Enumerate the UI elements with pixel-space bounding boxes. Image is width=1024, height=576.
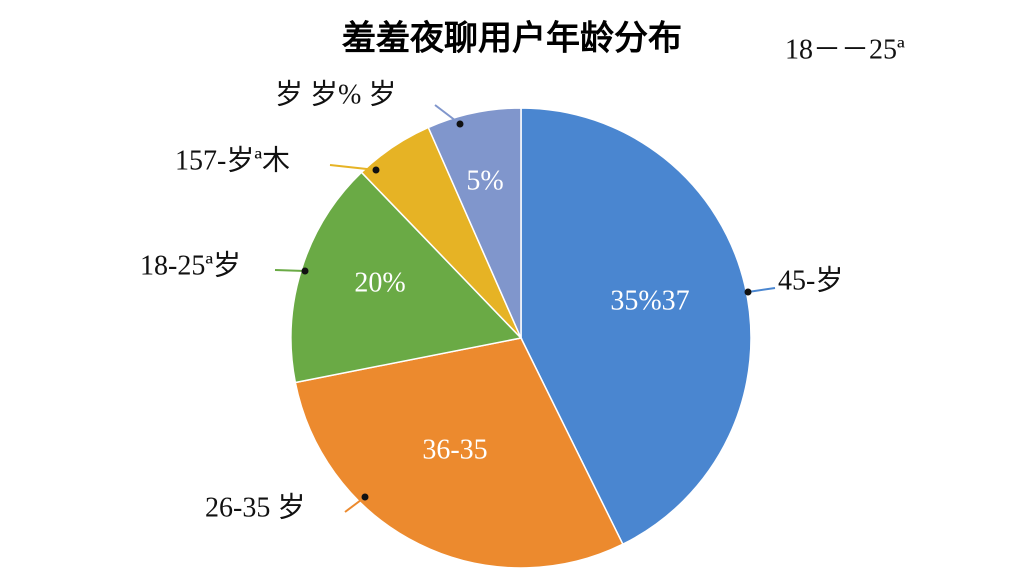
- slice-text: 20%: [354, 267, 405, 298]
- leader-dot: [372, 166, 380, 174]
- slice-text: 36-35: [422, 434, 487, 465]
- leader-line: [329, 164, 377, 171]
- pie-slice: [294, 337, 624, 569]
- leader-line: [747, 287, 776, 293]
- slice-label: 157-岁ª木: [175, 144, 290, 176]
- pie-slice: [290, 171, 523, 384]
- pie-slice: [427, 107, 522, 339]
- slice-label: 岁 岁% 岁: [275, 78, 396, 110]
- leader-dot: [301, 267, 309, 275]
- pie-slice: [520, 107, 752, 546]
- slice-text: 35%37: [610, 285, 689, 316]
- slice-label: 26-35 岁: [205, 491, 305, 523]
- leader-line: [434, 104, 461, 125]
- slice-label: 45-岁: [778, 264, 843, 296]
- annotation: 18－－25ª: [785, 34, 905, 65]
- slice-label: 18-25ª岁: [140, 249, 241, 281]
- leader-dot: [361, 493, 369, 501]
- chart-title: 羞羞夜聊用户年龄分布: [341, 19, 682, 59]
- slice-text: 5%: [466, 165, 503, 196]
- leader-line: [344, 496, 366, 513]
- leader-line: [274, 269, 306, 272]
- leader-dot: [456, 120, 464, 128]
- leader-dot: [744, 288, 752, 296]
